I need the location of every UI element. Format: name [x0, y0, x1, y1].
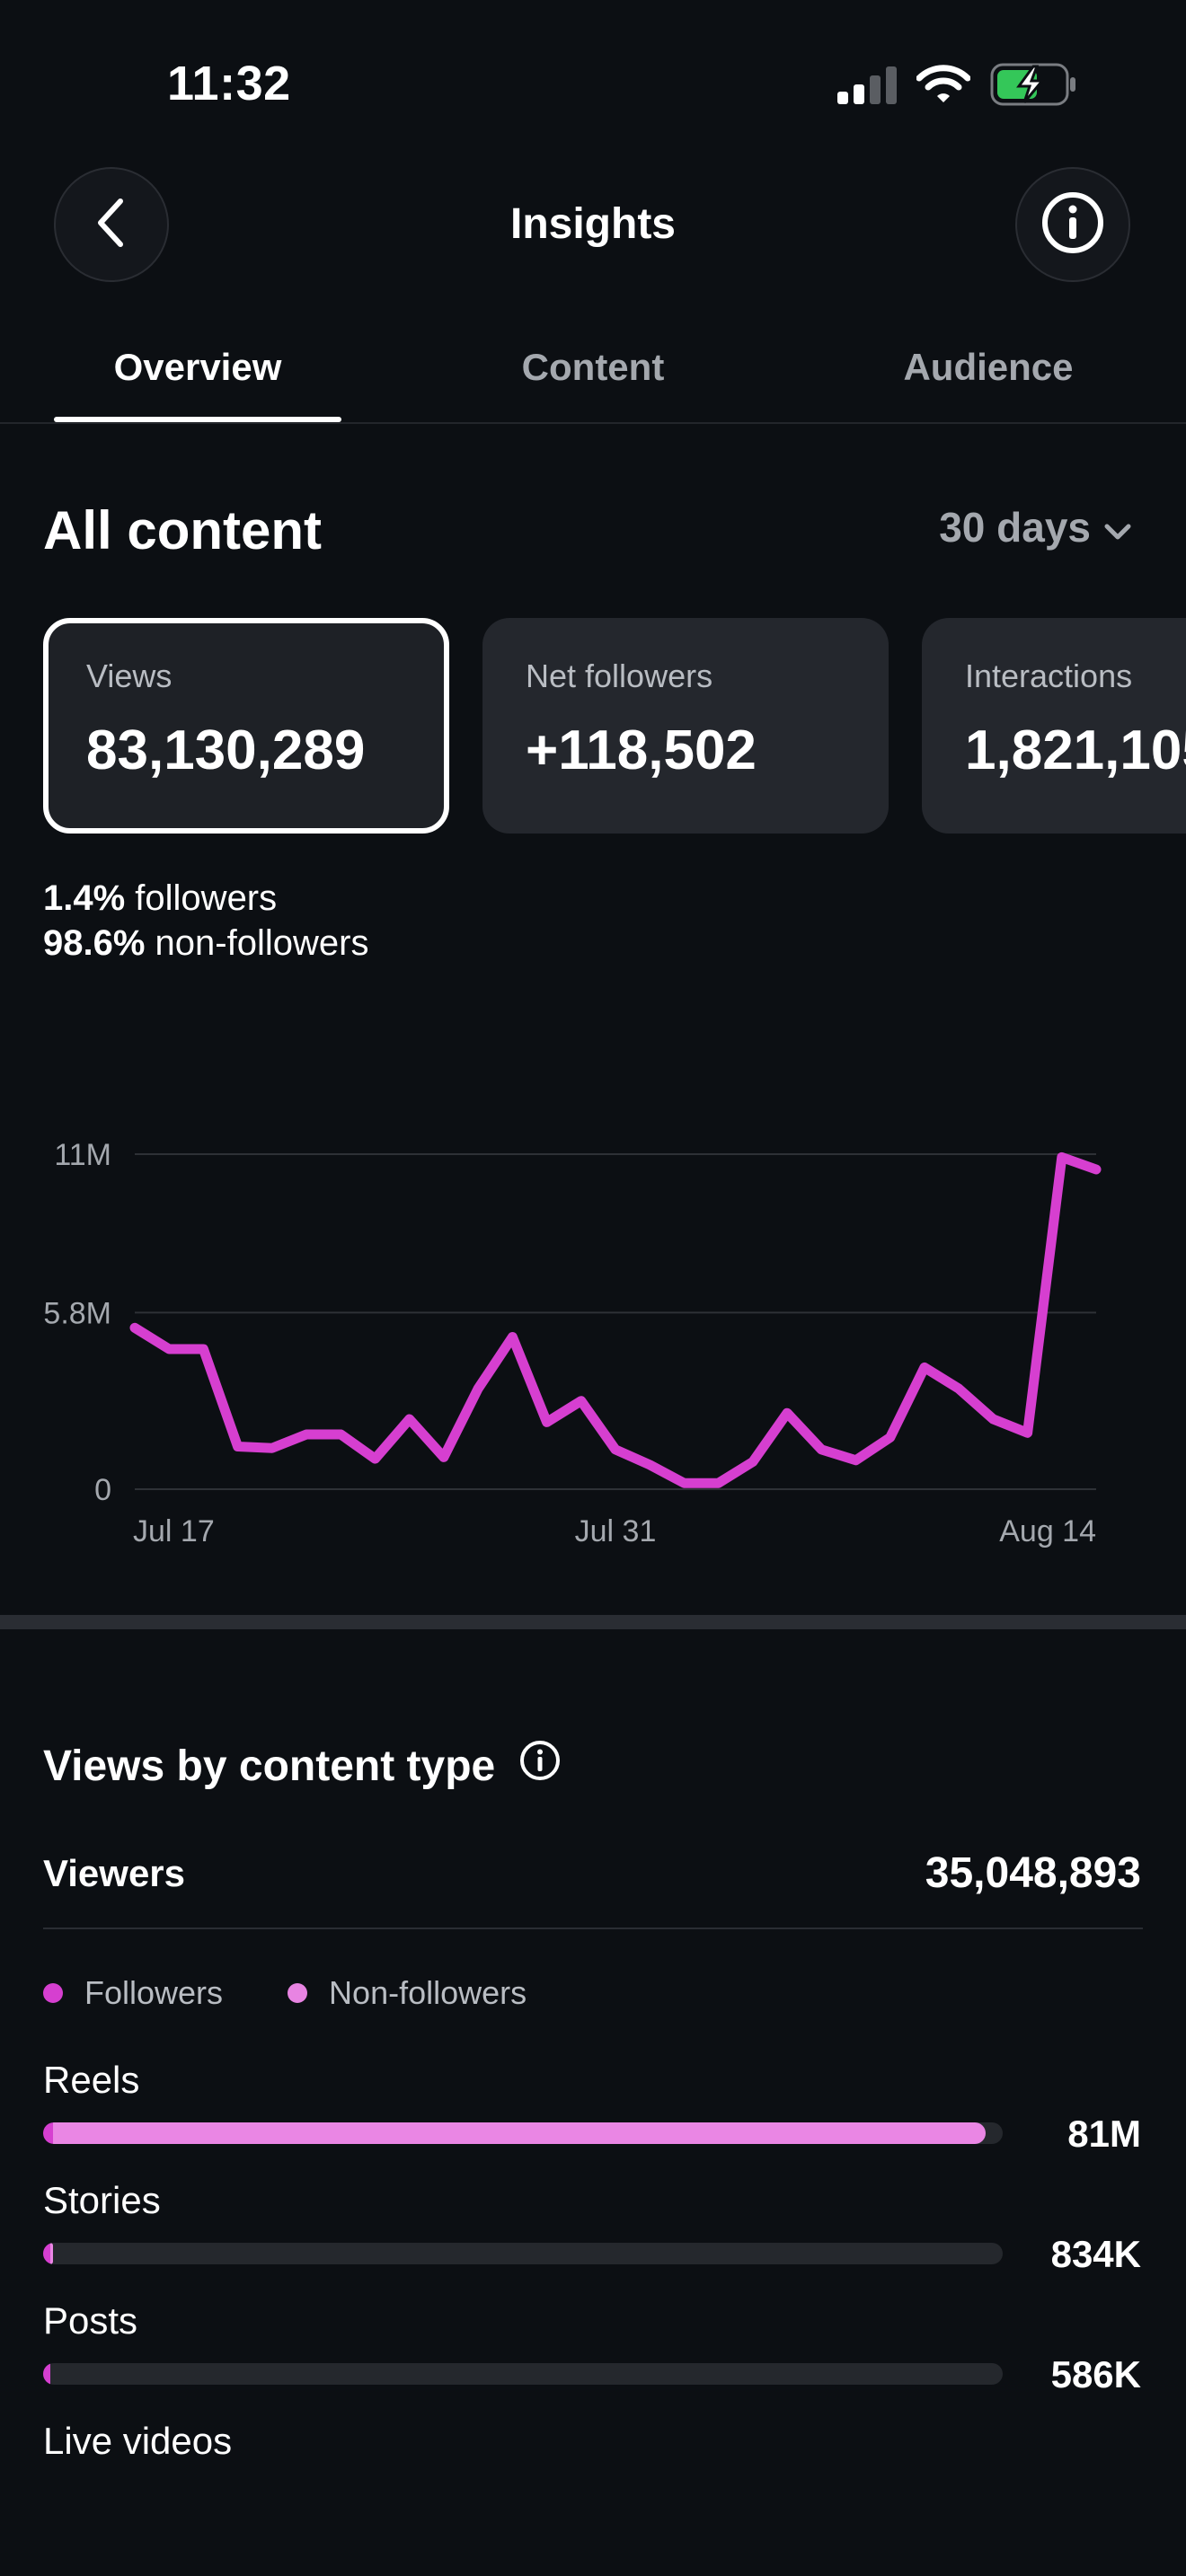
viewers-value: 35,048,893 [925, 1849, 1141, 1897]
page-title: Insights [509, 200, 676, 248]
metric-label: Views [86, 657, 173, 694]
viewers-label: Viewers [43, 1852, 186, 1894]
content-type-title: Views by content type [43, 1742, 496, 1790]
date-range-label: 30 days [939, 504, 1091, 551]
followers-pct-label: followers [135, 878, 278, 918]
content-type-value-posts: 586K [1050, 2353, 1141, 2395]
content-type-label-posts: Posts [43, 2299, 138, 2342]
content-type-header: Views by content type [43, 1739, 562, 1793]
content-type-value-stories: 834K [1050, 2233, 1141, 2275]
x-tick-label: Aug 14 [999, 1514, 1096, 1548]
x-tick-label: Jul 31 [575, 1514, 657, 1548]
content-type-bar-stories [43, 2243, 1003, 2264]
tab-content[interactable]: Content [521, 346, 665, 388]
content-type-legend: Followers Non-followers [43, 1974, 591, 2012]
legend-dot [288, 1983, 308, 2003]
section-separator [0, 1615, 1186, 1629]
tabs-divider [0, 422, 1186, 424]
chevron-left-icon [93, 196, 129, 254]
tab-overview[interactable]: Overview [113, 346, 282, 388]
legend-item-followers: Followers [43, 1974, 223, 2012]
status-time: 11:32 [167, 57, 291, 110]
info-icon[interactable] [518, 1739, 562, 1793]
non-followers-pct-label: non-followers [155, 923, 369, 963]
chevron-down-icon [1103, 503, 1132, 551]
non-followers-pct: 98.6% [43, 923, 146, 963]
metric-card-views[interactable]: Views 83,130,289 [43, 618, 449, 834]
y-tick-label: 11M [54, 1138, 111, 1172]
content-type-bar-reels [43, 2122, 1003, 2144]
tab-audience[interactable]: Audience [903, 346, 1074, 388]
status-icons [837, 63, 1078, 110]
section-title: All content [43, 500, 322, 560]
y-tick-label: 5.8M [43, 1296, 111, 1330]
legend-label: Non-followers [329, 1974, 527, 2011]
wifi-icon [916, 65, 971, 109]
legend-label: Followers [84, 1974, 224, 2011]
metric-card-interactions[interactable]: Interactions 1,821,105 [922, 618, 1186, 834]
followers-bar-segment [43, 2243, 50, 2264]
metric-label: Interactions [965, 657, 1133, 694]
metric-value: +118,502 [526, 719, 757, 781]
content-type-label-stories: Stories [43, 2179, 161, 2221]
divider [43, 1928, 1143, 1929]
x-tick-label: Jul 17 [133, 1514, 215, 1548]
metric-value: 1,821,105 [965, 719, 1186, 781]
metric-label: Net followers [526, 657, 713, 694]
date-range-dropdown[interactable]: 30 days [939, 503, 1132, 551]
info-icon [1040, 190, 1105, 260]
content-type-bar-posts [43, 2363, 1003, 2385]
non-followers-bar-segment [52, 2122, 986, 2144]
followers-share: 1.4% followers [43, 878, 277, 919]
legend-item-non-followers: Non-followers [288, 1974, 527, 2012]
legend-dot [43, 1983, 63, 2003]
non-followers-bar-segment [50, 2243, 53, 2264]
content-type-value-reels: 81M [1067, 2113, 1141, 2155]
content-type-label-reels: Reels [43, 2059, 140, 2101]
followers-bar-segment [43, 2363, 50, 2385]
info-button[interactable] [1015, 167, 1130, 282]
back-button[interactable] [54, 167, 169, 282]
views-line-chart: 11M 5.8M 0 Jul 17 Jul 31 Aug 14 [43, 1138, 1102, 1548]
views-series-line [129, 1151, 1102, 1488]
active-tab-indicator [54, 417, 341, 422]
non-followers-share: 98.6% non-followers [43, 923, 368, 964]
followers-bar-segment [43, 2122, 53, 2144]
cellular-signal-icon [837, 65, 897, 109]
content-type-label-live-videos: Live videos [43, 2420, 233, 2462]
followers-pct: 1.4% [43, 878, 126, 918]
battery-charging-icon [990, 63, 1078, 110]
metric-card-net-followers[interactable]: Net followers +118,502 [482, 618, 889, 834]
y-tick-label: 0 [94, 1473, 111, 1507]
metric-value: 83,130,289 [86, 719, 366, 781]
